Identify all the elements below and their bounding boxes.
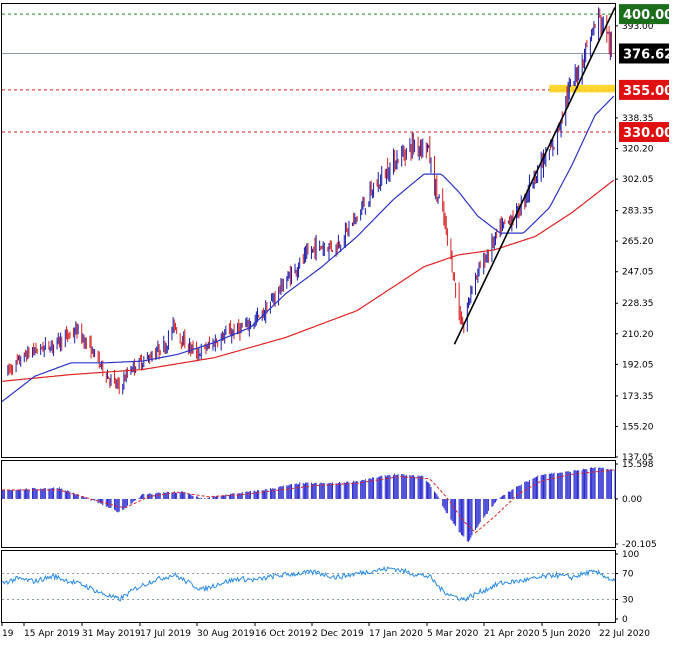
price-tick-label: 210.20 xyxy=(622,330,654,340)
time-tick-label: 19 xyxy=(2,629,14,639)
oscillator-panel-frame xyxy=(1,460,616,548)
horizontal-levels xyxy=(2,13,615,133)
slow-moving-average-line xyxy=(1,179,615,382)
level-label-box xyxy=(619,122,669,143)
time-tick-label: 15 Apr 2019 xyxy=(24,629,80,639)
rsi-tick-label: 0 xyxy=(622,615,628,625)
oscillator-tick-label: 0.00 xyxy=(622,495,642,505)
price-tick-label: 265.20 xyxy=(622,237,654,247)
price-tick-label: 155.20 xyxy=(622,422,654,432)
level-label-box xyxy=(619,79,669,100)
price-tick-label: 228.35 xyxy=(622,299,654,309)
oscillator-histogram xyxy=(1,466,616,542)
moving-averages xyxy=(1,95,615,402)
time-tick-label: 22 Jul 2020 xyxy=(599,629,650,639)
price-tick-label: 173.35 xyxy=(622,392,654,402)
oscillator-axis-ticks: 15.598 0.00 -20.105 xyxy=(615,460,657,550)
rsi-tick-label: 70 xyxy=(622,570,634,580)
time-tick-label: 31 May 2019 xyxy=(82,629,141,639)
time-tick-label: 5 Jun 2020 xyxy=(542,629,591,639)
price-tick-label: 192.05 xyxy=(622,360,654,370)
level-label-box xyxy=(619,4,669,25)
level-label: 355.00 xyxy=(623,84,673,99)
level-label: 400.00 xyxy=(623,8,673,23)
oscillator-tick-label: 15.598 xyxy=(622,460,654,470)
signal-line xyxy=(2,469,614,534)
level-label: 376.62 xyxy=(623,47,673,62)
time-axis-ticks: 19 15 Apr 2019 31 May 2019 17 Jul 2019 30 Au… xyxy=(1,622,650,639)
price-tick-label: 320.20 xyxy=(622,145,654,155)
price-tick-label: 283.35 xyxy=(622,207,654,217)
price-tick-label: 393.00 xyxy=(622,22,654,32)
price-candles xyxy=(7,7,612,395)
rsi-panel xyxy=(1,565,616,602)
time-tick-label: 16 Oct 2019 xyxy=(255,629,311,639)
time-tick-label: 17 Jul 2019 xyxy=(140,629,191,639)
time-tick-label: 21 Apr 2020 xyxy=(484,629,540,639)
trendlines xyxy=(453,7,616,345)
trendline xyxy=(453,7,616,345)
price-tick-label: 247.05 xyxy=(622,268,654,278)
price-axis-ticks: 393.00 338.35 320.20 302.05 283.35 265.20 247.… xyxy=(615,22,654,463)
rsi-tick-label: 100 xyxy=(622,550,639,560)
time-tick-label: 30 Aug 2019 xyxy=(197,629,255,639)
level-label-box xyxy=(619,43,669,64)
level-labels: 400.00 376.62 355.00 330.00 xyxy=(619,4,673,143)
rsi-panel-frame xyxy=(1,550,616,623)
time-tick-label: 2 Dec 2019 xyxy=(312,629,364,639)
price-tick-label: 338.35 xyxy=(622,114,654,124)
fast-moving-average-line xyxy=(1,95,615,402)
price-tick-label: 302.05 xyxy=(622,175,654,185)
oscillator-tick-label: -20.105 xyxy=(622,540,657,550)
price-panel-frame xyxy=(1,3,616,458)
support-zone xyxy=(549,84,615,93)
price-tick-label: 137.05 xyxy=(622,453,654,463)
rsi-axis-ticks: 100 70 30 0 xyxy=(615,550,639,625)
time-tick-label: 17 Jan 2020 xyxy=(369,629,423,639)
highlight-zone xyxy=(549,84,615,93)
time-tick-label: 5 Mar 2020 xyxy=(427,629,479,639)
level-label: 330.00 xyxy=(623,126,673,141)
rsi-line xyxy=(1,565,616,602)
rsi-tick-label: 30 xyxy=(622,596,634,606)
